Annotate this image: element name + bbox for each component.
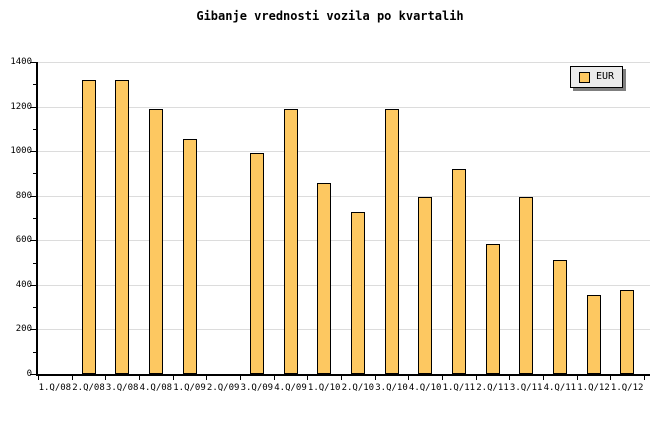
y-tick [33, 307, 36, 309]
x-tick [240, 376, 241, 380]
x-tick-label: 1.Q/08 [38, 383, 72, 393]
y-tick-label: 200 [15, 324, 32, 335]
x-tick-label: 3.Q/09 [240, 383, 274, 393]
x-tick [38, 376, 39, 380]
bar-3.Q/11 [519, 196, 534, 374]
y-tick-label: 800 [15, 190, 32, 201]
y-tick [33, 218, 36, 219]
x-tick [610, 376, 612, 380]
x-tick [105, 376, 107, 380]
x-tick-label: 4.Q/08 [139, 383, 173, 393]
x-tick [408, 376, 410, 380]
y-tick-label: 1000 [10, 146, 32, 157]
y-tick-label: 1400 [10, 57, 32, 67]
y-tick [33, 84, 36, 86]
legend-swatch [579, 71, 590, 83]
x-tick-label: 4.Q/10 [408, 383, 442, 393]
chart-title: Gibanje vrednosti vozila po kvartalih [196, 9, 464, 23]
bar-3.Q/08 [115, 79, 130, 374]
gridline-1400 [38, 62, 650, 63]
bar-1.Q/11 [451, 168, 466, 374]
y-tick-label: 400 [15, 279, 32, 290]
y-tick [30, 284, 36, 286]
plot-area: 1.Q/08 2.Q/08 3.Q/08 4.Q/08 1.Q/09 2.Q/09 3.Q/… [36, 62, 650, 393]
bar-4.Q/10 [418, 196, 433, 374]
y-tick [30, 106, 36, 108]
x-tick-label: 3.Q/08 [105, 383, 139, 393]
x-tick-label: 2.Q/08 [72, 383, 105, 393]
x-tick [475, 376, 477, 380]
x-tick [206, 376, 208, 380]
x-tick-label: 4.Q/09 [274, 383, 307, 393]
y-tick [30, 62, 36, 63]
y-tick [33, 173, 36, 175]
gridline-400 [38, 284, 650, 286]
x-tick-label: 1.Q/12 [577, 383, 610, 393]
bar-1.Q/12 [620, 289, 635, 374]
y-tick-label: 600 [15, 235, 32, 246]
y-tick [30, 240, 36, 242]
x-tick [374, 376, 376, 380]
gridline-200 [38, 329, 650, 331]
gridline-600 [38, 240, 650, 242]
x-tick [509, 376, 511, 380]
x-tick [273, 376, 275, 380]
x-tick [543, 376, 544, 380]
bar-3.Q/09 [249, 153, 264, 374]
x-tick-label: 3.Q/11 [509, 383, 543, 393]
bar-1.Q/12 [586, 294, 601, 374]
gridline-800 [38, 195, 650, 197]
bar-4.Q/11 [552, 260, 567, 374]
gridline-1000 [38, 151, 650, 153]
gridline-1200 [38, 106, 650, 108]
x-tick [307, 376, 309, 380]
x-tick-label: 2.Q/09 [206, 383, 240, 393]
x-tick-label: 1.Q/10 [307, 383, 341, 393]
x-tick-label: 1.Q/11 [442, 383, 476, 393]
x-tick-label: 1.Q/12 [610, 383, 644, 393]
bar-1.Q/09 [182, 138, 197, 374]
x-tick [139, 376, 140, 380]
x-tick [71, 376, 73, 380]
bar-4.Q/08 [148, 108, 163, 374]
y-tick [30, 151, 36, 153]
bar-1.Q/10 [317, 183, 332, 374]
y-tick-label: 1200 [10, 101, 32, 112]
y-tick [33, 351, 36, 353]
bar-2.Q/10 [350, 212, 365, 374]
x-tick-label: 4.Q/11 [543, 383, 577, 393]
x-tick [442, 376, 443, 380]
bar-2.Q/08 [81, 79, 96, 374]
x-tick [644, 376, 645, 380]
x-tick [172, 376, 174, 380]
x-tick-label: 2.Q/10 [341, 383, 375, 393]
y-tick [33, 128, 36, 130]
bar-4.Q/09 [283, 108, 298, 374]
y-tick [33, 262, 36, 264]
legend-label: EUR [596, 71, 615, 82]
x-tick [576, 376, 578, 380]
bar-3.Q/10 [384, 108, 399, 374]
y-tick [30, 195, 36, 197]
y-tick-label: 0 [26, 369, 32, 379]
y-tick [30, 374, 36, 375]
y-tick [30, 329, 36, 331]
legend: EUR [570, 66, 624, 88]
x-tick [341, 376, 342, 380]
x-tick-label: 3.Q/10 [375, 383, 408, 393]
x-tick-label: 1.Q/09 [173, 383, 206, 393]
x-tick-label: 2.Q/11 [476, 383, 509, 393]
bar-2.Q/11 [485, 243, 500, 374]
